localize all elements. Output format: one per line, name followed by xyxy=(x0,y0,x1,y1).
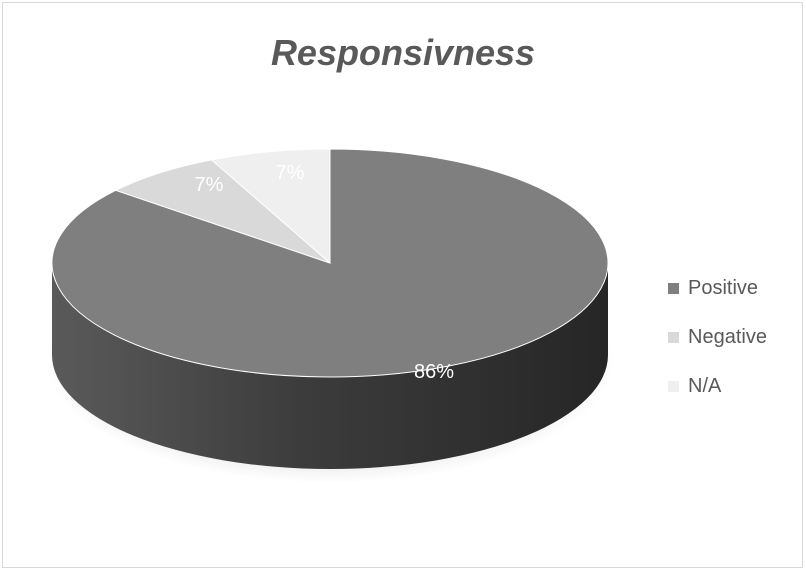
legend-label-negative: Negative xyxy=(688,326,767,348)
legend-swatch-positive xyxy=(668,283,679,294)
legend: Positive Negative N/A xyxy=(668,264,767,411)
legend-item-na: N/A xyxy=(668,362,767,411)
pie-slice-negative xyxy=(114,159,331,264)
legend-item-negative: Negative xyxy=(668,313,767,362)
legend-swatch-na xyxy=(668,381,679,392)
legend-swatch-negative xyxy=(668,332,679,343)
chart-title: Responsivness xyxy=(270,32,536,73)
pie-slice-na xyxy=(210,148,331,265)
data-label-positive: 86% xyxy=(414,361,454,383)
legend-item-positive: Positive xyxy=(668,264,767,313)
pie-slice-positive xyxy=(51,148,609,378)
legend-label-positive: Positive xyxy=(688,277,759,299)
data-label-negative: 7% xyxy=(195,174,224,196)
pie-side-positive xyxy=(52,263,608,469)
legend-label-na: N/A xyxy=(688,375,722,397)
data-label-na: 7% xyxy=(276,162,305,184)
